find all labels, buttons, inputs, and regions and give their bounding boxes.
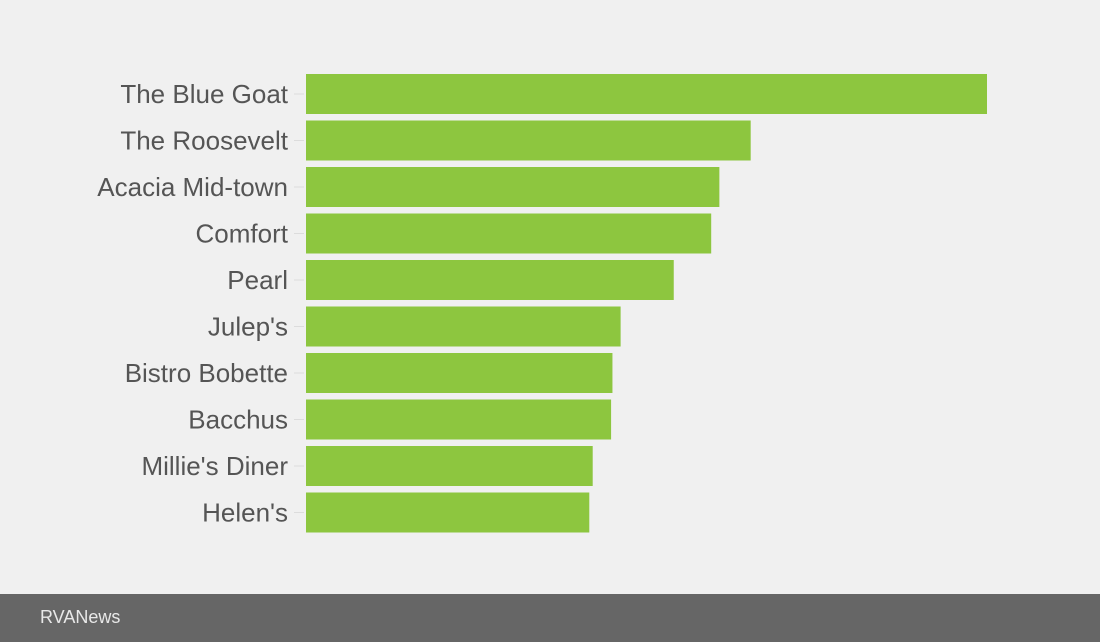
bar xyxy=(306,446,593,486)
bar xyxy=(306,213,712,254)
chart-area: The Blue Goat The Roosevelt Acacia Mid-tow… xyxy=(97,74,987,533)
bar xyxy=(306,306,621,347)
category-label: The Blue Goat xyxy=(120,79,288,109)
category-label: Comfort xyxy=(196,219,289,249)
bar xyxy=(306,167,720,207)
category-label: Pearl xyxy=(227,265,288,295)
category-label: Bistro Bobette xyxy=(125,358,288,388)
category-label: Millie's Diner xyxy=(141,451,288,481)
category-label: Bacchus xyxy=(188,405,288,435)
bar xyxy=(306,74,987,114)
category-label: Helen's xyxy=(202,498,288,528)
bar xyxy=(306,399,612,440)
bar-chart: The Blue Goat The Roosevelt Acacia Mid-tow… xyxy=(97,74,987,533)
bar xyxy=(306,492,590,533)
footer-brand-label: RVANews xyxy=(40,607,121,627)
bar xyxy=(306,120,751,161)
footer-bar: RVANews xyxy=(0,594,1100,642)
category-label: Julep's xyxy=(208,312,288,342)
bar xyxy=(306,260,674,300)
category-label: Acacia Mid-town xyxy=(97,172,288,202)
category-label: The Roosevelt xyxy=(120,126,288,156)
bar xyxy=(306,353,613,393)
